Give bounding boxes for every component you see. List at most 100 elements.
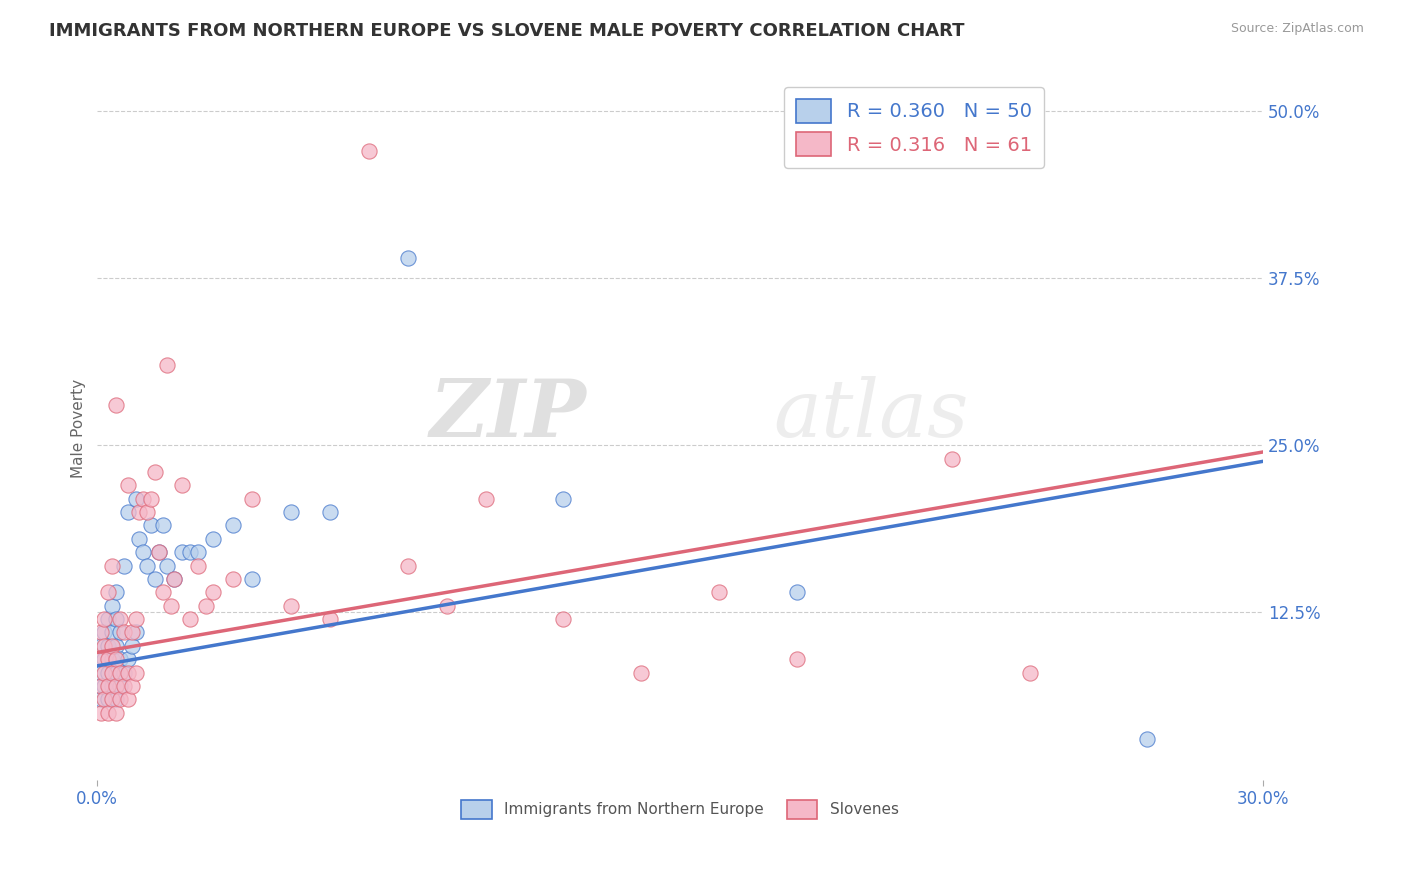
- Point: [1019, 665, 1042, 680]
- Point: [172, 545, 194, 559]
- Point: [108, 652, 131, 666]
- Point: [101, 692, 124, 706]
- Point: [136, 558, 159, 573]
- Point: [90, 679, 112, 693]
- Point: [139, 518, 162, 533]
- Point: [436, 599, 458, 613]
- Point: [941, 451, 963, 466]
- Point: [156, 558, 179, 573]
- Point: [97, 652, 120, 666]
- Point: [143, 465, 166, 479]
- Point: [93, 679, 115, 693]
- Point: [707, 585, 730, 599]
- Point: [222, 572, 245, 586]
- Point: [630, 665, 652, 680]
- Point: [1135, 732, 1157, 747]
- Point: [240, 491, 263, 506]
- Point: [93, 652, 115, 666]
- Point: [124, 665, 146, 680]
- Point: [112, 679, 135, 693]
- Point: [93, 639, 115, 653]
- Point: [124, 625, 146, 640]
- Point: [124, 491, 146, 506]
- Point: [163, 572, 186, 586]
- Point: [93, 665, 115, 680]
- Point: [396, 558, 419, 573]
- Point: [93, 625, 115, 640]
- Point: [152, 518, 174, 533]
- Point: [136, 505, 159, 519]
- Point: [112, 625, 135, 640]
- Point: [117, 692, 139, 706]
- Point: [396, 251, 419, 265]
- Text: IMMIGRANTS FROM NORTHERN EUROPE VS SLOVENE MALE POVERTY CORRELATION CHART: IMMIGRANTS FROM NORTHERN EUROPE VS SLOVE…: [49, 22, 965, 40]
- Point: [105, 639, 128, 653]
- Point: [117, 478, 139, 492]
- Text: atlas: atlas: [773, 376, 969, 453]
- Point: [139, 491, 162, 506]
- Point: [105, 585, 128, 599]
- Point: [101, 665, 124, 680]
- Point: [786, 652, 808, 666]
- Point: [117, 652, 139, 666]
- Point: [105, 398, 128, 412]
- Point: [156, 358, 179, 372]
- Point: [101, 625, 124, 640]
- Text: Source: ZipAtlas.com: Source: ZipAtlas.com: [1230, 22, 1364, 36]
- Point: [128, 532, 150, 546]
- Point: [97, 706, 120, 720]
- Point: [132, 491, 155, 506]
- Text: ZIP: ZIP: [430, 376, 586, 453]
- Point: [222, 518, 245, 533]
- Point: [90, 706, 112, 720]
- Point: [90, 639, 112, 653]
- Point: [101, 558, 124, 573]
- Point: [97, 665, 120, 680]
- Point: [143, 572, 166, 586]
- Point: [179, 545, 201, 559]
- Point: [105, 612, 128, 626]
- Point: [121, 679, 143, 693]
- Point: [786, 585, 808, 599]
- Point: [280, 505, 302, 519]
- Point: [179, 612, 201, 626]
- Point: [105, 652, 128, 666]
- Point: [202, 585, 225, 599]
- Point: [163, 572, 186, 586]
- Point: [117, 505, 139, 519]
- Point: [187, 545, 209, 559]
- Point: [97, 639, 120, 653]
- Point: [159, 599, 181, 613]
- Point: [148, 545, 170, 559]
- Point: [108, 612, 131, 626]
- Point: [97, 692, 120, 706]
- Point: [97, 679, 120, 693]
- Point: [97, 612, 120, 626]
- Point: [105, 692, 128, 706]
- Point: [90, 665, 112, 680]
- Point: [101, 639, 124, 653]
- Point: [152, 585, 174, 599]
- Point: [105, 679, 128, 693]
- Point: [172, 478, 194, 492]
- Y-axis label: Male Poverty: Male Poverty: [72, 379, 86, 478]
- Point: [132, 545, 155, 559]
- Point: [108, 692, 131, 706]
- Point: [194, 599, 217, 613]
- Point: [90, 692, 112, 706]
- Point: [240, 572, 263, 586]
- Point: [90, 652, 112, 666]
- Point: [128, 505, 150, 519]
- Point: [187, 558, 209, 573]
- Point: [97, 585, 120, 599]
- Point: [108, 625, 131, 640]
- Point: [553, 612, 575, 626]
- Point: [108, 679, 131, 693]
- Point: [112, 665, 135, 680]
- Point: [124, 612, 146, 626]
- Point: [112, 558, 135, 573]
- Point: [148, 545, 170, 559]
- Point: [105, 706, 128, 720]
- Point: [319, 505, 342, 519]
- Legend: Immigrants from Northern Europe, Slovenes: Immigrants from Northern Europe, Slovene…: [456, 794, 904, 824]
